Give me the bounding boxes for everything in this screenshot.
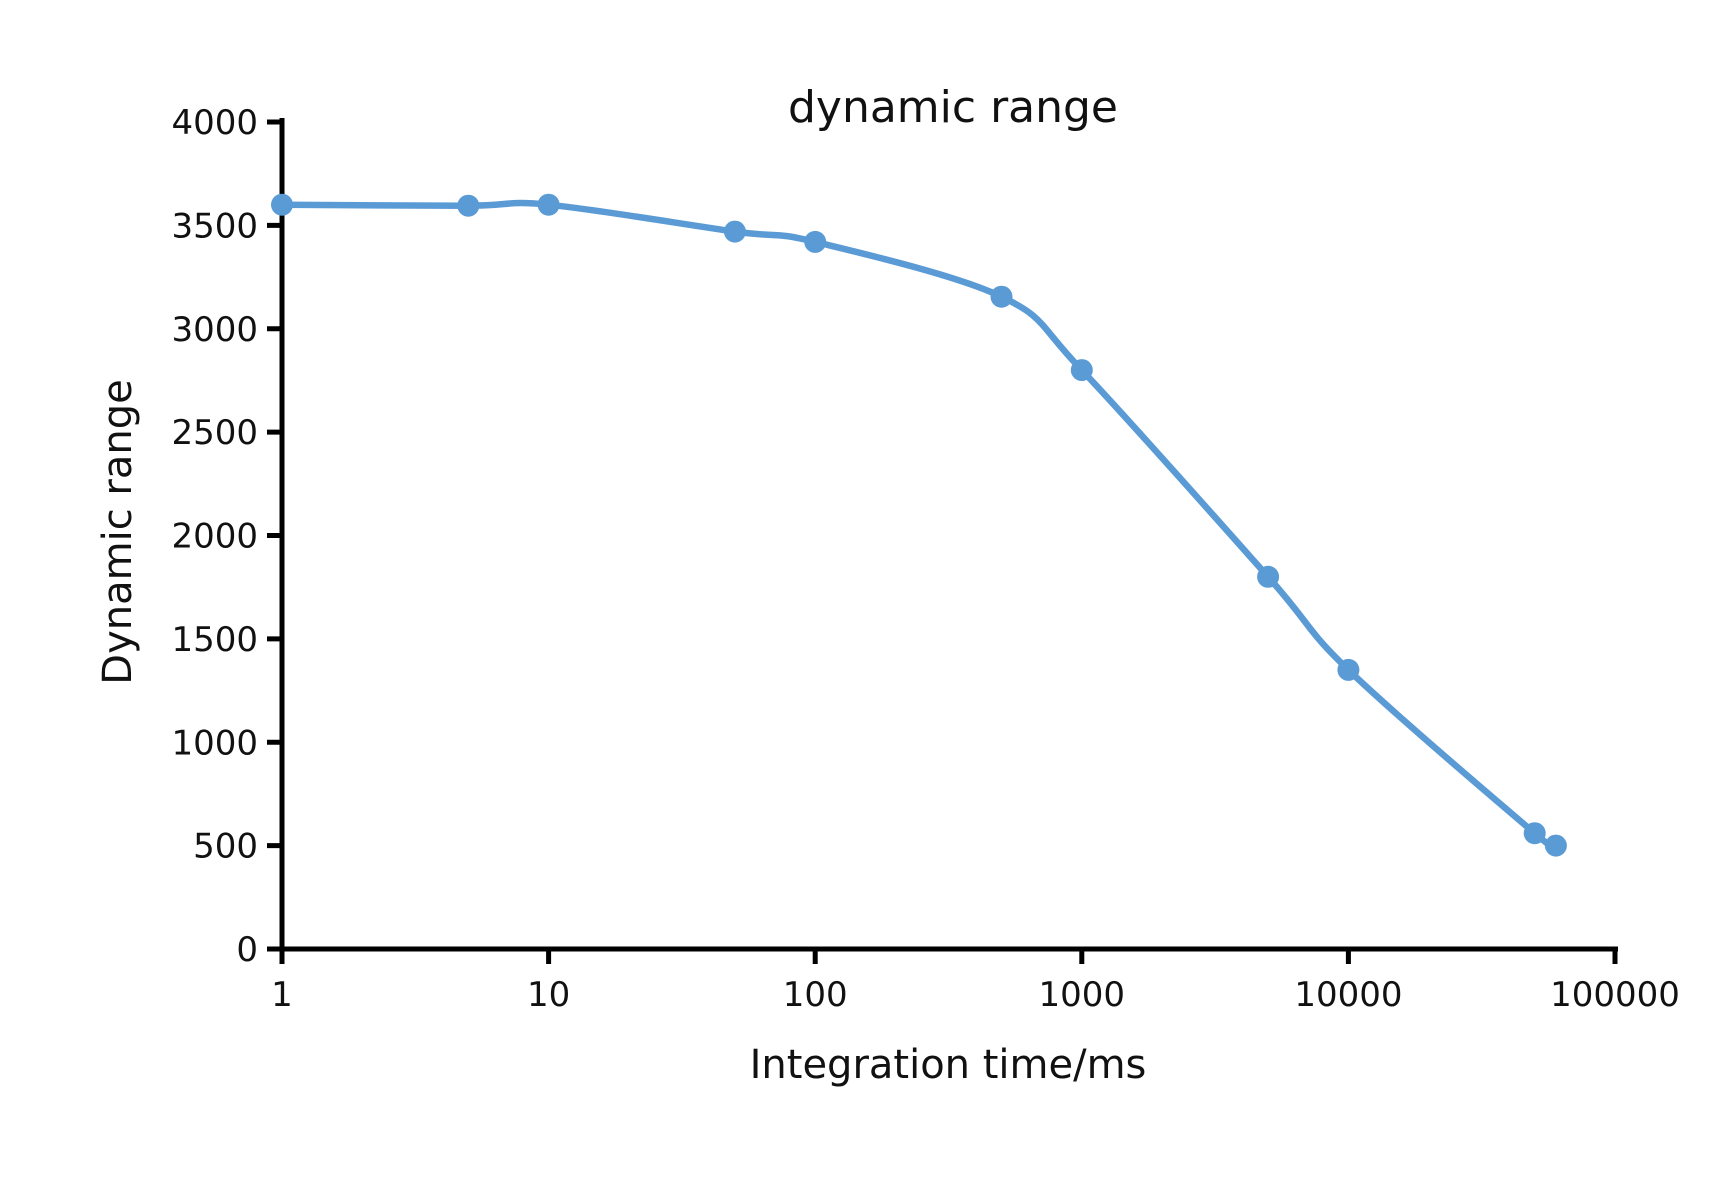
y-tick-label: 0 — [236, 930, 258, 970]
axes-layer: 1 10 100 1000 10000 100000 0 500 1000 1500 2000 250… — [171, 103, 1679, 1015]
y-tick-label: 500 — [193, 827, 258, 867]
data-point-marker — [723, 220, 746, 243]
chart-title: dynamic range — [788, 82, 1118, 133]
data-point-marker — [804, 230, 827, 253]
data-point-marker — [990, 285, 1013, 308]
data-point-marker — [537, 193, 560, 216]
x-tick-label: 10000 — [1294, 975, 1402, 1015]
data-point-marker — [1523, 822, 1546, 845]
y-tick-label: 1000 — [171, 723, 258, 763]
x-tick-label: 1000 — [1039, 975, 1126, 1015]
y-axis-label: Dynamic range — [95, 379, 141, 684]
data-point-marker — [1070, 359, 1093, 382]
x-tick-label: 1 — [271, 975, 293, 1015]
data-point-marker — [1337, 658, 1360, 681]
series-line — [278, 199, 1561, 854]
data-point-marker — [457, 194, 480, 217]
y-tick-label: 3500 — [171, 206, 258, 246]
y-tick-label: 4000 — [171, 103, 258, 143]
y-tick-label: 2000 — [171, 517, 258, 557]
x-axis-label: Integration time/ms — [750, 1042, 1147, 1088]
data-point-marker — [271, 193, 293, 216]
y-tick-label: 3000 — [171, 310, 258, 350]
x-tick-label: 100 — [783, 975, 848, 1015]
y-tick-label: 1500 — [171, 620, 258, 660]
x-tick-label: 100000 — [1550, 975, 1680, 1015]
data-point-marker — [1257, 565, 1280, 588]
series-layer — [271, 193, 1567, 857]
data-point-marker — [1544, 834, 1567, 857]
y-tick-label: 2500 — [171, 413, 258, 453]
x-tick-label: 10 — [527, 975, 570, 1015]
